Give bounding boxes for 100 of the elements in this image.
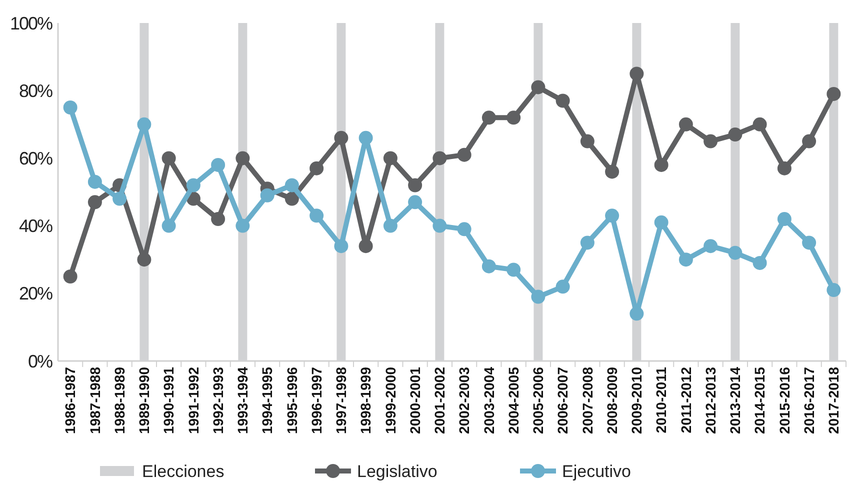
point xyxy=(284,178,299,192)
x-tick-label: 2015-2016 xyxy=(776,366,792,434)
legend-label: Elecciones xyxy=(142,462,224,481)
point xyxy=(334,130,348,145)
x-tick-label: 1996-1997 xyxy=(308,366,324,434)
point xyxy=(186,178,200,192)
x-tick-label: 2006-2007 xyxy=(554,366,571,434)
point xyxy=(310,208,324,223)
legend-label: Ejecutivo xyxy=(562,462,631,481)
point xyxy=(162,218,176,233)
x-tick-label: 1997-1998 xyxy=(333,366,350,434)
x-tick-label: 2001-2002 xyxy=(432,366,448,434)
point xyxy=(728,246,742,260)
point xyxy=(211,158,226,172)
x-tick-label: 1989-1990 xyxy=(136,366,152,434)
x-tick-label: 2013-2014 xyxy=(727,366,744,434)
point xyxy=(408,195,422,210)
point xyxy=(506,262,521,277)
point xyxy=(383,218,398,233)
point xyxy=(531,80,546,94)
point xyxy=(284,192,299,206)
point xyxy=(752,117,767,132)
point xyxy=(358,130,373,145)
point xyxy=(630,66,644,81)
x-tick-label: 2000-2001 xyxy=(406,366,423,434)
legend-label: Legislativo xyxy=(357,462,438,481)
x-tick-label: 2010-2011 xyxy=(653,366,670,434)
point xyxy=(211,212,226,226)
point xyxy=(457,148,472,162)
point xyxy=(802,134,816,148)
point xyxy=(88,195,102,210)
point xyxy=(802,236,816,250)
point xyxy=(777,161,792,176)
point xyxy=(777,212,792,226)
x-tick-label: 1994-1995 xyxy=(259,366,276,434)
x-tick-label: 1990-1991 xyxy=(160,366,177,434)
x-tick-label: 2008-2009 xyxy=(604,366,620,434)
point xyxy=(482,259,496,274)
y-tick-label: 100% xyxy=(10,13,53,34)
x-tick-label: 1993-1994 xyxy=(234,366,251,434)
point xyxy=(531,290,546,304)
x-tick-label: 2007-2008 xyxy=(579,366,596,434)
y-tick-label: 40% xyxy=(18,216,53,236)
point xyxy=(457,222,472,236)
x-tick-label: 2004-2005 xyxy=(505,366,522,434)
point xyxy=(654,158,668,172)
x-tick-label: 2014-2015 xyxy=(752,366,768,434)
y-tick-label: 60% xyxy=(18,148,53,168)
x-tick-label: 2012-2013 xyxy=(702,366,718,434)
point xyxy=(88,174,102,189)
x-tick-label: 2003-2004 xyxy=(480,366,497,434)
x-tick-label: 1987-1988 xyxy=(86,366,103,434)
point xyxy=(63,270,78,284)
point xyxy=(678,117,693,132)
point xyxy=(137,117,152,132)
point xyxy=(728,128,742,142)
point xyxy=(137,252,152,267)
point xyxy=(826,283,841,298)
x-tick-label: 2002-2003 xyxy=(456,366,472,434)
x-tick-label: 2017-2018 xyxy=(826,366,842,434)
point xyxy=(383,151,398,166)
y-tick-label: 0% xyxy=(28,351,53,372)
point xyxy=(605,208,620,223)
x-tick-label: 1991-1992 xyxy=(185,366,202,434)
x-tick-label: 2016-2017 xyxy=(800,366,817,434)
point xyxy=(112,192,127,206)
x-tick-label: 2011-2012 xyxy=(678,366,694,434)
point xyxy=(826,86,841,101)
point xyxy=(752,256,767,270)
point xyxy=(556,280,570,294)
y-tick-label: 80% xyxy=(18,80,53,101)
point xyxy=(654,215,668,230)
x-tick-label: 1986-1987 xyxy=(62,366,78,434)
point xyxy=(605,164,620,179)
x-tick-label: 1999-2000 xyxy=(382,366,398,434)
point xyxy=(432,218,447,233)
point xyxy=(162,151,176,166)
point xyxy=(704,239,718,254)
point xyxy=(580,134,594,148)
x-tick-label: 1988-1989 xyxy=(111,366,128,434)
point xyxy=(580,236,594,250)
point xyxy=(432,151,447,166)
point xyxy=(678,252,693,267)
point xyxy=(556,94,570,108)
point xyxy=(334,239,348,254)
point xyxy=(358,239,373,254)
point xyxy=(236,151,250,166)
x-tick-label: 2005-2006 xyxy=(530,366,546,434)
point xyxy=(704,134,718,148)
point xyxy=(260,188,274,202)
x-tick-label: 1995-1996 xyxy=(284,366,300,434)
point xyxy=(310,161,324,176)
point xyxy=(63,100,78,114)
point xyxy=(506,110,521,125)
point xyxy=(630,306,644,321)
point xyxy=(408,178,422,192)
point xyxy=(482,110,496,125)
y-tick-label: 20% xyxy=(18,284,53,304)
point xyxy=(236,218,250,233)
x-tick-label: 2009-2010 xyxy=(628,366,645,434)
